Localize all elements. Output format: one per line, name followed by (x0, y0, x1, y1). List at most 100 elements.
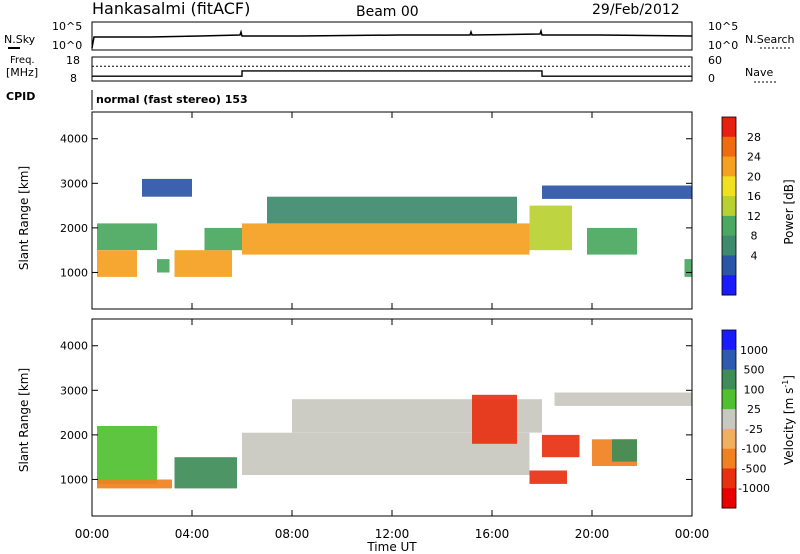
y-tick-label: 4000 (60, 340, 88, 353)
velocity-panel: 4000 3000 2000 1000 Slant Range [km] 1000 50… (17, 318, 796, 517)
data-cell (529, 470, 567, 484)
noise-sky-line (91, 28, 693, 49)
power-panel: 4000 3000 2000 1000 Slant Range [km] 28 24 20… (17, 111, 796, 310)
data-cell (472, 394, 517, 444)
colorbar-swatch (722, 235, 736, 256)
velocity-colorbar: 1000 500 100 25 -25 -100 -500 -1000 (721, 329, 770, 509)
data-cell (529, 205, 572, 251)
colorbar-tick-label: -100 (742, 443, 767, 456)
freq-label-line2: [MHz] (6, 66, 38, 79)
data-cell (142, 178, 192, 197)
colorbar-swatch (722, 156, 736, 177)
noise-right-label: N.Search (745, 33, 795, 46)
data-cell (587, 227, 637, 255)
station-title: Hankasalmi (fitACF) (92, 0, 250, 18)
colorbar-swatch (722, 428, 736, 450)
colorbar-tick-label: 500 (744, 364, 765, 377)
colorbar-swatch (722, 117, 736, 138)
noise-left-tick-low: 10^0 (52, 39, 82, 52)
colorbar-tick-label: 1000 (740, 344, 768, 357)
noise-right-tick-low: 10^0 (708, 39, 738, 52)
x-tick-label: 16:00 (475, 527, 510, 541)
colorbar-swatch (722, 330, 736, 351)
y-tick-label: 3000 (60, 177, 88, 190)
data-cell (97, 223, 157, 251)
freq-tick-high: 18 (66, 54, 80, 67)
noise-left-label: N.Sky (4, 33, 36, 46)
y-tick-label: 1000 (60, 473, 88, 486)
colorbar-tick-label: 25 (747, 403, 761, 416)
y-tick-label: 2000 (60, 429, 88, 442)
data-cell (204, 227, 242, 251)
data-cell (542, 434, 580, 458)
data-cell (684, 259, 692, 277)
y-tick-label: 3000 (60, 384, 88, 397)
colorbar-tick-label: 8 (751, 230, 758, 243)
colorbar-swatch (722, 409, 736, 430)
colorbar-swatch (722, 389, 736, 410)
colorbar-swatch (722, 349, 736, 371)
x-tick-label: 20:00 (575, 527, 610, 541)
colorbar-swatch (722, 196, 736, 217)
colorbar-tick-label: 20 (747, 170, 761, 183)
data-cell (97, 250, 137, 277)
colorbar-swatch (722, 369, 736, 390)
y-tick-label: 4000 (60, 133, 88, 146)
data-cell (174, 250, 232, 277)
colorbar-tick-label: -1000 (738, 482, 770, 495)
noise-right-tick-high: 10^5 (708, 20, 738, 33)
freq-line (92, 70, 692, 77)
colorbar-tick-label: 100 (744, 383, 765, 396)
x-axis-label: Time UT (366, 540, 417, 554)
y-tick-label: 2000 (60, 222, 88, 235)
freq-panel: Freq. [MHz] 18 8 60 0 Nave (6, 54, 776, 85)
colorbar-tick-label: -500 (742, 462, 767, 475)
colorbar-swatch (722, 488, 736, 509)
nave-tick-high: 60 (708, 54, 722, 67)
cpid-label: CPID (6, 90, 35, 103)
colorbar-swatch (722, 176, 736, 197)
colorbar-tick-label: -25 (745, 423, 763, 436)
beam-title: Beam 00 (356, 4, 419, 20)
data-cell (97, 479, 172, 489)
data-cell (157, 259, 170, 273)
velocity-cells (97, 392, 692, 489)
data-cell (97, 426, 157, 484)
x-tick-label: 12:00 (375, 527, 410, 541)
nave-tick-low: 0 (708, 72, 715, 85)
x-tick-label: 04:00 (175, 527, 210, 541)
freq-label-line1: Freq. (10, 55, 35, 66)
colorbar-swatch (722, 215, 736, 237)
freq-tick-low: 8 (70, 72, 77, 85)
velocity-y-ticks: 4000 3000 2000 1000 (60, 340, 692, 486)
velocity-y-label: Slant Range [km] (17, 368, 31, 472)
y-tick-label: 1000 (60, 266, 88, 279)
data-cell (242, 223, 530, 255)
data-cell (612, 439, 637, 462)
colorbar-swatch (722, 255, 736, 276)
power-cells (97, 178, 692, 277)
colorbar-tick-label: 16 (747, 190, 761, 203)
data-cell (174, 457, 237, 489)
velocity-colorbar-label: Velocity [m s-1] (781, 375, 796, 465)
colorbar-swatch (722, 468, 736, 489)
colorbar-swatch (722, 136, 736, 158)
power-colorbar: 28 24 20 16 12 8 4 (721, 116, 761, 296)
colorbar-tick-label: 4 (751, 249, 758, 262)
nave-label: Nave (745, 66, 773, 79)
x-tick-label: 08:00 (275, 527, 310, 541)
data-cell (554, 392, 692, 406)
date-title: 29/Feb/2012 (592, 2, 680, 18)
colorbar-tick-label: 28 (747, 131, 761, 144)
x-tick-label: 00:00 (675, 527, 710, 541)
data-cell (267, 196, 517, 224)
power-y-label: Slant Range [km] (17, 166, 31, 270)
colorbar-tick-label: 12 (747, 210, 761, 223)
cpid-value: normal (fast stereo) 153 (96, 93, 248, 106)
noise-panel: N.Sky 10^5 10^0 N.Search 10^5 10^0 (4, 20, 795, 52)
x-axis-ticks: 00:00 04:00 08:00 12:00 16:00 20:00 00:00 (75, 112, 710, 541)
power-y-ticks: 4000 3000 2000 1000 (60, 133, 692, 279)
colorbar-swatch (722, 448, 736, 469)
colorbar-tick-label: 24 (747, 151, 761, 164)
